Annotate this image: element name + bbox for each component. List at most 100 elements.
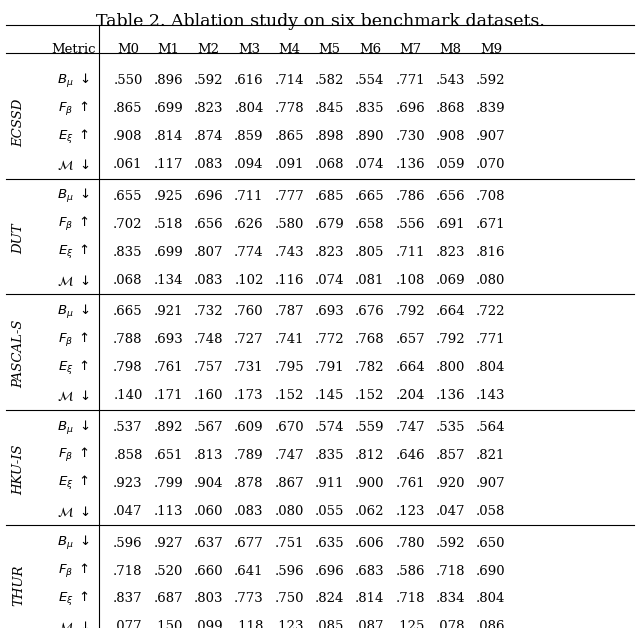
Text: .778: .778 (275, 102, 304, 116)
Text: .670: .670 (275, 421, 304, 434)
Text: ECSSD: ECSSD (13, 99, 26, 147)
Text: .651: .651 (154, 449, 183, 462)
Text: .803: .803 (194, 592, 223, 605)
Text: .582: .582 (315, 74, 344, 87)
Text: .690: .690 (476, 565, 506, 578)
Text: .586: .586 (396, 565, 425, 578)
Text: .824: .824 (315, 592, 344, 605)
Text: .691: .691 (436, 218, 465, 231)
Text: .718: .718 (113, 565, 143, 578)
Text: .086: .086 (476, 620, 506, 628)
Text: $F_{\beta}$ $\uparrow$: $F_{\beta}$ $\uparrow$ (58, 215, 89, 234)
Text: .074: .074 (315, 274, 344, 287)
Text: $\mathcal{M}$ $\downarrow$: $\mathcal{M}$ $\downarrow$ (58, 619, 90, 628)
Text: .559: .559 (355, 421, 385, 434)
Text: .835: .835 (355, 102, 385, 116)
Text: .117: .117 (154, 158, 183, 171)
Text: M6: M6 (359, 43, 381, 56)
Text: .664: .664 (436, 305, 465, 318)
Text: .087: .087 (355, 620, 385, 628)
Text: $F_{\beta}$ $\uparrow$: $F_{\beta}$ $\uparrow$ (58, 562, 89, 580)
Text: $E_{\xi}$ $\uparrow$: $E_{\xi}$ $\uparrow$ (58, 127, 89, 146)
Text: .068: .068 (113, 274, 143, 287)
Text: .795: .795 (275, 361, 304, 374)
Text: .791: .791 (315, 361, 344, 374)
Text: .626: .626 (234, 218, 264, 231)
Text: .083: .083 (234, 505, 264, 518)
Text: .773: .773 (234, 592, 264, 605)
Text: .108: .108 (396, 274, 425, 287)
Text: .865: .865 (275, 130, 304, 143)
Text: .070: .070 (476, 158, 506, 171)
Text: .677: .677 (234, 536, 264, 550)
Text: .204: .204 (396, 389, 425, 403)
Text: .665: .665 (355, 190, 385, 203)
Text: .060: .060 (194, 505, 223, 518)
Text: .732: .732 (194, 305, 223, 318)
Text: .927: .927 (154, 536, 183, 550)
Text: $F_{\beta}$ $\uparrow$: $F_{\beta}$ $\uparrow$ (58, 100, 89, 118)
Text: Table 2. Ablation study on six benchmark datasets.: Table 2. Ablation study on six benchmark… (95, 13, 545, 30)
Text: .637: .637 (194, 536, 223, 550)
Text: .520: .520 (154, 565, 183, 578)
Text: .047: .047 (436, 505, 465, 518)
Text: $B_{\mu}$ $\downarrow$: $B_{\mu}$ $\downarrow$ (58, 187, 90, 205)
Text: .696: .696 (315, 565, 344, 578)
Text: .908: .908 (436, 130, 465, 143)
Text: .134: .134 (154, 274, 183, 287)
Text: .696: .696 (194, 190, 223, 203)
Text: .786: .786 (396, 190, 425, 203)
Text: .152: .152 (275, 389, 304, 403)
Text: .687: .687 (154, 592, 183, 605)
Text: .059: .059 (436, 158, 465, 171)
Text: .835: .835 (315, 449, 344, 462)
Text: M4: M4 (278, 43, 300, 56)
Text: .792: .792 (396, 305, 425, 318)
Text: .150: .150 (154, 620, 183, 628)
Text: .671: .671 (476, 218, 506, 231)
Text: .068: .068 (315, 158, 344, 171)
Text: .078: .078 (436, 620, 465, 628)
Text: .656: .656 (436, 190, 465, 203)
Text: .748: .748 (194, 333, 223, 347)
Text: M1: M1 (157, 43, 179, 56)
Text: .747: .747 (275, 449, 304, 462)
Text: .761: .761 (154, 361, 183, 374)
Text: .136: .136 (396, 158, 425, 171)
Text: .118: .118 (234, 620, 264, 628)
Text: .908: .908 (113, 130, 143, 143)
Text: .711: .711 (396, 246, 425, 259)
Text: .858: .858 (113, 449, 143, 462)
Text: .609: .609 (234, 421, 264, 434)
Text: .907: .907 (476, 130, 506, 143)
Text: .718: .718 (396, 592, 425, 605)
Text: .535: .535 (436, 421, 465, 434)
Text: .760: .760 (234, 305, 264, 318)
Text: .152: .152 (355, 389, 385, 403)
Text: M5: M5 (319, 43, 340, 56)
Text: .099: .099 (194, 620, 223, 628)
Text: .074: .074 (355, 158, 385, 171)
Text: .683: .683 (355, 565, 385, 578)
Text: .780: .780 (396, 536, 425, 550)
Text: HKU-IS: HKU-IS (13, 444, 26, 495)
Text: .768: .768 (355, 333, 385, 347)
Text: .658: .658 (355, 218, 385, 231)
Text: .771: .771 (396, 74, 425, 87)
Text: .171: .171 (154, 389, 183, 403)
Text: .081: .081 (355, 274, 385, 287)
Text: .814: .814 (154, 130, 183, 143)
Text: .537: .537 (113, 421, 143, 434)
Text: .140: .140 (113, 389, 143, 403)
Text: .116: .116 (275, 274, 304, 287)
Text: .722: .722 (476, 305, 506, 318)
Text: DUT: DUT (13, 223, 26, 254)
Text: .747: .747 (396, 421, 425, 434)
Text: .083: .083 (194, 158, 223, 171)
Text: .812: .812 (355, 449, 385, 462)
Text: .580: .580 (275, 218, 304, 231)
Text: .113: .113 (154, 505, 183, 518)
Text: .868: .868 (436, 102, 465, 116)
Text: M0: M0 (117, 43, 139, 56)
Text: .804: .804 (234, 102, 264, 116)
